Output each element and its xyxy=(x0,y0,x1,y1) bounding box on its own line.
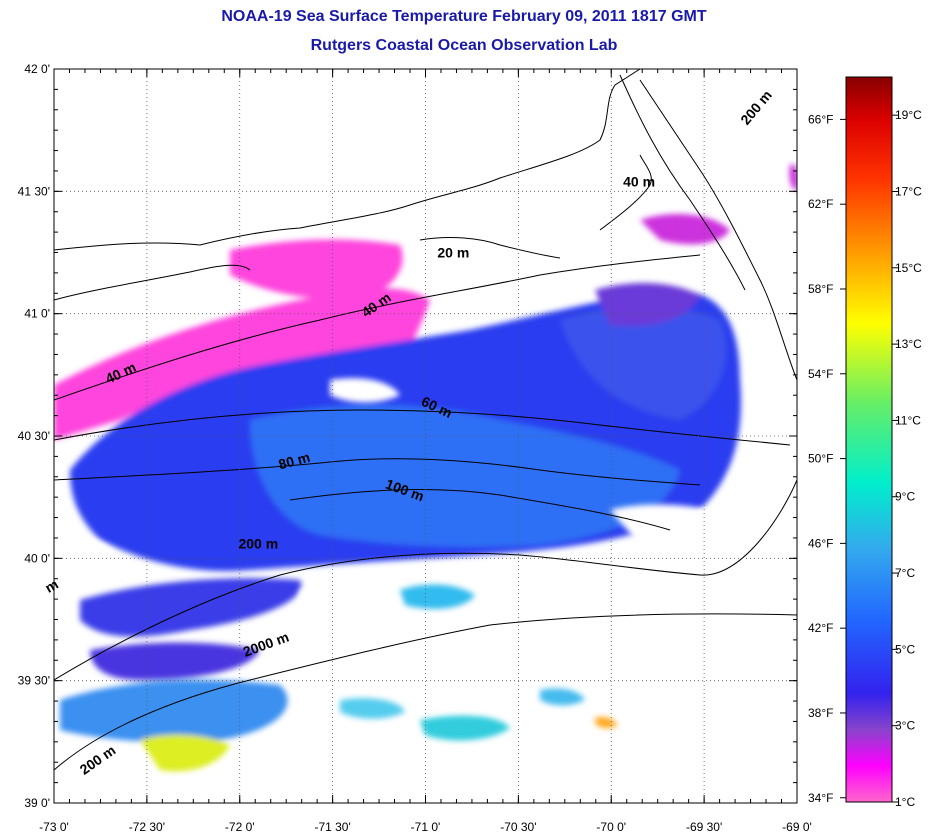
lat-tick-label: 40 0' xyxy=(24,551,50,565)
sst-patch-shoals xyxy=(595,283,700,327)
cb-label-c: 3°C xyxy=(895,719,915,733)
sst-patch-offshore-4 xyxy=(540,688,585,706)
cb-label-f: 42°F xyxy=(808,621,833,635)
cb-label-f: 50°F xyxy=(808,452,833,466)
cb-label-f: 54°F xyxy=(808,367,833,381)
contour-label: 20 m xyxy=(437,244,469,260)
sst-imagery xyxy=(54,69,797,772)
bathymetry-contours xyxy=(54,74,797,771)
sst-patch-offshore xyxy=(400,584,475,609)
sst-patch-south-warm xyxy=(60,680,288,742)
cb-label-f: 58°F xyxy=(808,282,833,296)
colorbar xyxy=(845,76,893,803)
cb-label-c: 19°C xyxy=(895,108,922,122)
contour-80m xyxy=(54,458,701,486)
lon-tick-label: -71 30' xyxy=(314,820,350,834)
lat-tick-label: 39 0' xyxy=(24,796,50,810)
cb-label-c: 17°C xyxy=(895,184,922,198)
contour-label: 40 m xyxy=(623,173,655,189)
coastline-cape xyxy=(599,154,652,231)
contour-60m xyxy=(54,409,791,446)
cb-label-f: 46°F xyxy=(808,536,833,550)
contour-200m-north xyxy=(639,79,797,381)
sst-patch-cold-sound xyxy=(230,239,403,300)
sst-patch-south-2 xyxy=(90,642,260,680)
lon-tick-label: -72 30' xyxy=(129,820,165,834)
contour-40m xyxy=(54,254,701,401)
lon-tick-label: -70 30' xyxy=(500,820,536,834)
lat-tick-label: 41 30' xyxy=(18,184,50,198)
lat-tick-label: 41 0' xyxy=(24,307,50,321)
map-title: NOAA-19 Sea Surface Temperature February… xyxy=(221,8,707,25)
sst-patch-cold-coastal xyxy=(54,288,430,440)
cb-label-c: 9°C xyxy=(895,490,915,504)
coastline xyxy=(54,69,652,301)
cloud-gap-3 xyxy=(610,504,730,547)
lon-tick-label: -70 0' xyxy=(596,820,626,834)
sst-patch-cold-cape xyxy=(640,214,730,245)
sst-patch-offshore-2 xyxy=(420,715,510,741)
cb-label-c: 15°C xyxy=(895,261,922,275)
sst-patch-east xyxy=(560,306,726,420)
cloud-gap-1 xyxy=(54,536,120,577)
cb-label-c: 5°C xyxy=(895,642,915,656)
contour-label: 200 m xyxy=(238,536,278,552)
lon-tick-label: -69 0' xyxy=(782,820,812,834)
contour-100m xyxy=(289,489,671,531)
cb-label-f: 34°F xyxy=(808,791,833,805)
lon-tick-label: -73 0' xyxy=(39,820,69,834)
cb-label-c: 11°C xyxy=(895,413,921,427)
cb-label-c: 7°C xyxy=(895,566,915,580)
sst-patch-midshelf xyxy=(250,405,680,547)
lon-tick-label: -72 0' xyxy=(225,820,255,834)
sst-patch-offshore-3 xyxy=(340,698,405,719)
contour-100m-north xyxy=(619,74,746,291)
cb-label-f: 62°F xyxy=(808,197,833,211)
contour-200m xyxy=(54,479,797,681)
sst-patch-warm-yellow xyxy=(140,734,230,772)
cloud-gap-4 xyxy=(330,378,400,403)
contour-label: 80 m xyxy=(277,449,312,473)
lon-tick-label: -69 30' xyxy=(686,820,722,834)
sst-patch-south-1 xyxy=(80,578,302,637)
cb-label-c: 13°C xyxy=(895,337,922,351)
coastline-long-island xyxy=(54,264,251,301)
map-tick-labels: -73 0' -72 30' -72 0' -71 30' -71 0' -70 30' -… xyxy=(18,62,812,834)
lat-tick-label: 39 30' xyxy=(18,674,50,688)
cb-label-f: 38°F xyxy=(808,706,833,720)
map-subtitle: Rutgers Coastal Ocean Observation Lab xyxy=(310,37,618,54)
cloud-gap-2 xyxy=(300,588,400,612)
lat-tick-label: 42 0' xyxy=(24,62,50,76)
cb-label-c: 1°C xyxy=(895,795,915,809)
contour-2000m xyxy=(54,613,797,771)
map-ticks xyxy=(53,68,798,804)
lon-tick-label: -71 0' xyxy=(411,820,441,834)
coastline-islands xyxy=(419,237,561,259)
coastline-mainland xyxy=(54,69,641,251)
cb-label-f: 66°F xyxy=(808,112,833,126)
lat-tick-label: 40 30' xyxy=(18,429,50,443)
colorbar-labels: 19°C 17°C 15°C 13°C 11°C 9°C 7°C 5°C 3°C 1°C 66°F 6… xyxy=(808,108,922,809)
